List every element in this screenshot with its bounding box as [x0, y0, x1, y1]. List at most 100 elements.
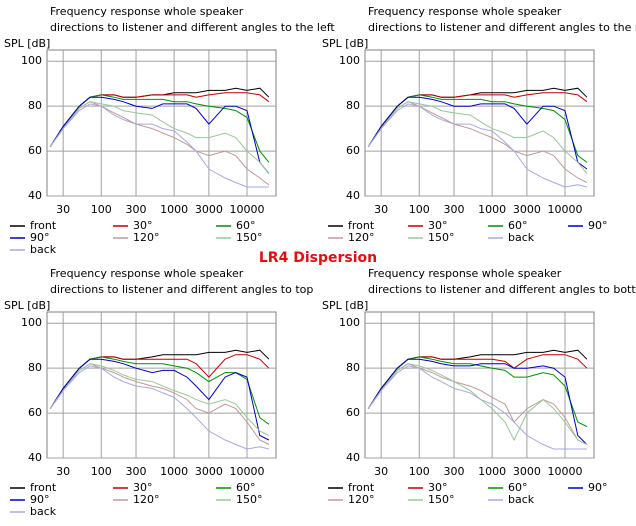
x-tick-label: 100	[91, 203, 112, 216]
legend-label: 60°	[508, 219, 528, 232]
legend-label: 30°	[428, 219, 448, 232]
series-line	[49, 365, 270, 450]
legend-label: 30°	[133, 481, 153, 494]
x-tick-label: 1000	[478, 203, 506, 216]
x-tick-label: 10000	[548, 465, 583, 478]
legend-label: 30°	[133, 219, 153, 232]
legend-label: front	[30, 481, 57, 494]
chart-title: directions to listener and different ang…	[50, 283, 313, 296]
y-axis-label: SPL [dB]	[4, 37, 50, 50]
plot-area	[364, 311, 595, 459]
y-tick-label: 40	[346, 189, 360, 202]
x-tick-label: 30	[56, 203, 70, 216]
y-tick-label: 60	[28, 406, 42, 419]
legend-label: 90°	[30, 231, 50, 244]
y-tick-label: 100	[21, 54, 42, 67]
legend-label: 90°	[588, 481, 608, 494]
series-line	[49, 101, 270, 174]
plot-area	[364, 49, 595, 197]
series-line	[49, 96, 270, 174]
x-tick-label: 100	[409, 203, 430, 216]
series-line	[367, 101, 588, 174]
plot-area	[46, 311, 277, 459]
y-tick-label: 40	[28, 189, 42, 202]
chart-title: Frequency response whole speaker	[50, 267, 244, 280]
x-tick-label: 10000	[230, 203, 265, 216]
legend-label: front	[348, 219, 375, 232]
x-tick-label: 3000	[195, 465, 223, 478]
y-tick-label: 60	[346, 144, 360, 157]
legend-label: 90°	[30, 493, 50, 506]
x-tick-label: 10000	[230, 465, 265, 478]
legend-label: 60°	[508, 481, 528, 494]
y-tick-label: 60	[28, 144, 42, 157]
chart-title: directions to listener and different ang…	[368, 21, 636, 34]
chart-title: directions to listener and different ang…	[50, 21, 335, 34]
legend-label: 150°	[236, 493, 263, 506]
legend-label: 30°	[428, 481, 448, 494]
y-tick-label: 40	[346, 451, 360, 464]
legend-label: front	[348, 481, 375, 494]
legend-label: 60°	[236, 219, 256, 232]
y-tick-label: 100	[339, 316, 360, 329]
x-tick-label: 30	[56, 465, 70, 478]
x-tick-label: 3000	[195, 203, 223, 216]
legend-label: 150°	[428, 231, 455, 244]
legend-label: 60°	[236, 481, 256, 494]
x-tick-label: 300	[126, 465, 147, 478]
chart-panel: Frequency response whole speaker directio…	[4, 267, 313, 518]
x-tick-label: 1000	[478, 465, 506, 478]
x-tick-label: 30	[374, 203, 388, 216]
x-tick-label: 300	[444, 465, 465, 478]
y-tick-label: 100	[339, 54, 360, 67]
x-tick-label: 1000	[160, 203, 188, 216]
chart-title: Frequency response whole speaker	[368, 5, 562, 18]
x-tick-label: 300	[126, 203, 147, 216]
x-tick-label: 30	[374, 465, 388, 478]
legend-label: 150°	[428, 493, 455, 506]
y-axis-label: SPL [dB]	[322, 299, 368, 312]
x-tick-label: 10000	[548, 203, 583, 216]
y-tick-label: 60	[346, 406, 360, 419]
legend-label: back	[30, 243, 57, 256]
x-tick-label: 100	[409, 465, 430, 478]
legend-label: 120°	[133, 493, 160, 506]
legend-label: 90°	[588, 219, 608, 232]
series-line	[49, 358, 270, 441]
legend-label: back	[508, 493, 535, 506]
chart-panel: Frequency response whole speaker directio…	[322, 267, 636, 506]
legend-label: 120°	[133, 231, 160, 244]
x-tick-label: 100	[91, 465, 112, 478]
y-axis-label: SPL [dB]	[4, 299, 50, 312]
page-heading: LR4 Dispersion	[259, 250, 377, 266]
legend-label: 120°	[348, 231, 375, 244]
y-axis-label: SPL [dB]	[322, 37, 368, 50]
x-tick-label: 3000	[513, 203, 541, 216]
y-tick-label: 80	[28, 361, 42, 374]
y-tick-label: 80	[346, 361, 360, 374]
series-line	[49, 103, 269, 188]
chart-panel: Frequency response whole speaker directio…	[322, 5, 636, 244]
series-line	[367, 358, 588, 445]
y-tick-label: 80	[346, 99, 360, 112]
chart-panel: Frequency response whole speaker directio…	[4, 5, 335, 256]
series-line	[367, 365, 587, 450]
legend-label: 120°	[348, 493, 375, 506]
plot-area	[46, 49, 277, 197]
legend-label: back	[508, 231, 535, 244]
x-tick-label: 3000	[513, 465, 541, 478]
legend-label: front	[30, 219, 57, 232]
y-tick-label: 80	[28, 99, 42, 112]
x-tick-label: 1000	[160, 465, 188, 478]
series-line	[49, 363, 270, 436]
y-tick-label: 100	[21, 316, 42, 329]
chart-title: directions to listener and different ang…	[368, 283, 636, 296]
chart-title: Frequency response whole speaker	[50, 5, 244, 18]
chart-title: Frequency response whole speaker	[368, 267, 562, 280]
y-tick-label: 40	[28, 451, 42, 464]
legend-label: 150°	[236, 231, 263, 244]
legend-label: back	[30, 505, 57, 518]
series-line	[367, 96, 588, 170]
x-tick-label: 300	[444, 203, 465, 216]
